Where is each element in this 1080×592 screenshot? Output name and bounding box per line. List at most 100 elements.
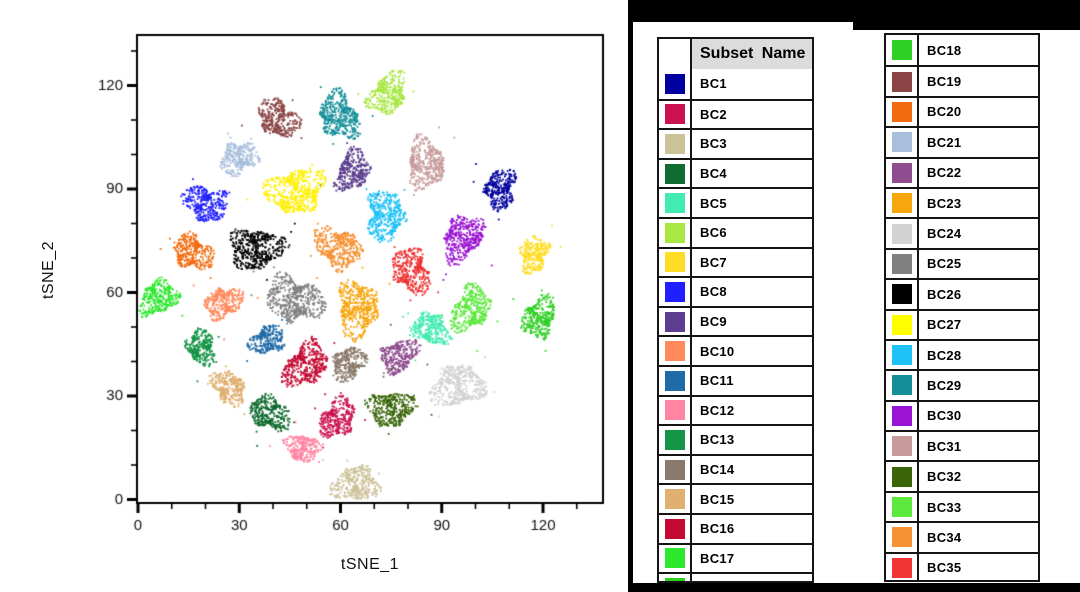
- legend-row-BC12[interactable]: BC12: [659, 394, 812, 425]
- color-swatch-BC15: [664, 489, 685, 510]
- tsne-scatter-canvas[interactable]: [0, 0, 628, 592]
- swatch-cell: [886, 158, 917, 187]
- swatch-cell: [659, 218, 690, 247]
- swatch-cell: [886, 553, 917, 580]
- name-cell: BC4: [690, 159, 812, 188]
- legend-row-BC30[interactable]: BC30: [886, 399, 1038, 431]
- swatch-cell: [886, 401, 917, 431]
- color-swatch-BC16: [664, 518, 685, 539]
- legend-row-BC11[interactable]: BC11: [659, 364, 812, 395]
- subset-name-label: BC22: [927, 165, 962, 181]
- name-cell: BC25: [917, 249, 1038, 279]
- subset-name-label: BC34: [927, 529, 962, 545]
- color-swatch-BC4: [664, 163, 685, 184]
- legend-row-BC22[interactable]: BC22: [886, 156, 1038, 187]
- swatch-cell: [659, 544, 690, 573]
- legend-row-BC9[interactable]: BC9: [659, 305, 812, 336]
- color-swatch-BC24: [891, 223, 912, 244]
- legend-header-row: Subset Name: [659, 39, 812, 69]
- subset-name-label: BC26: [927, 286, 962, 302]
- legend-row-BC23[interactable]: BC23: [886, 186, 1038, 218]
- subset-name-label: BC31: [927, 438, 962, 454]
- color-swatch-BC21: [891, 132, 912, 153]
- swatch-cell: [886, 280, 917, 309]
- subset-name-label: BC29: [927, 377, 962, 393]
- legend-row-BC33[interactable]: BC33: [886, 490, 1038, 522]
- swatch-cell: [659, 100, 690, 129]
- swatch-cell: [659, 307, 690, 336]
- legend-row-BC18[interactable]: BC18: [886, 35, 1038, 66]
- swatch-cell: [886, 97, 917, 127]
- name-cell: BC32: [917, 462, 1038, 491]
- name-cell: BC31: [917, 432, 1038, 461]
- legend-row-BC26[interactable]: BC26: [886, 278, 1038, 309]
- color-swatch-BC35: [891, 557, 912, 578]
- legend-row-BC31[interactable]: BC31: [886, 430, 1038, 461]
- legend-row-BC32[interactable]: BC32: [886, 460, 1038, 491]
- subset-name-label: BC19: [927, 74, 962, 90]
- legend-row-BC17[interactable]: BC17: [659, 542, 812, 573]
- name-cell: BC9: [690, 307, 812, 336]
- legend-row-BC8[interactable]: BC8: [659, 276, 812, 306]
- subset-name-label: BC25: [927, 256, 962, 272]
- legend-row-BC15[interactable]: BC15: [659, 483, 812, 513]
- subset-name-label: BC6: [700, 225, 727, 241]
- swatch-cell: [886, 310, 917, 339]
- name-cell: BC2: [690, 100, 812, 129]
- name-cell: BC15: [690, 485, 812, 513]
- legend-row-BC10[interactable]: BC10: [659, 335, 812, 365]
- legend-row-BC16[interactable]: BC16: [659, 512, 812, 543]
- color-swatch-BC31: [891, 436, 912, 457]
- color-swatch-BC2: [664, 104, 685, 125]
- name-cell: BC10: [690, 337, 812, 365]
- subset-name-label: BC5: [700, 195, 727, 211]
- swatch-cell: [886, 492, 917, 522]
- swatch-cell: [659, 574, 690, 581]
- legend-row-BC2[interactable]: BC2: [659, 98, 812, 129]
- color-swatch-BC18: [891, 40, 912, 61]
- legend-row-BC18[interactable]: BC18: [659, 572, 812, 581]
- subset-name-label: BC7: [700, 254, 727, 270]
- legend-row-BC35[interactable]: BC35: [886, 551, 1038, 580]
- legend-row-BC5[interactable]: BC5: [659, 187, 812, 217]
- legend-top-notch: [853, 0, 1080, 30]
- legend-row-BC25[interactable]: BC25: [886, 247, 1038, 279]
- swatch-cell: [886, 432, 917, 461]
- name-cell: BC22: [917, 158, 1038, 187]
- legend-row-BC27[interactable]: BC27: [886, 308, 1038, 339]
- name-cell: BC21: [917, 128, 1038, 157]
- legend-row-BC24[interactable]: BC24: [886, 217, 1038, 248]
- name-cell: BC3: [690, 130, 812, 158]
- subset-name-label: BC24: [927, 226, 962, 242]
- legend-row-BC3[interactable]: BC3: [659, 128, 812, 158]
- subset-name-label: BC30: [927, 408, 962, 424]
- name-cell: BC8: [690, 278, 812, 306]
- subset-name-label: BC20: [927, 104, 962, 120]
- legend-row-BC1[interactable]: BC1: [659, 69, 812, 99]
- legend-row-BC21[interactable]: BC21: [886, 126, 1038, 157]
- legend-row-BC20[interactable]: BC20: [886, 95, 1038, 127]
- legend-row-BC7[interactable]: BC7: [659, 246, 812, 277]
- legend-table-left: Subset Name BC1 BC2 BC3 BC4 BC5 BC6 BC7 BC8 BC9 B…: [657, 37, 814, 583]
- legend-row-BC34[interactable]: BC34: [886, 521, 1038, 552]
- legend-row-BC29[interactable]: BC29: [886, 369, 1038, 400]
- subset-name-label: BC27: [927, 317, 962, 333]
- name-cell: BC29: [917, 371, 1038, 400]
- color-swatch-BC12: [664, 400, 685, 421]
- legend-row-BC19[interactable]: BC19: [886, 65, 1038, 96]
- legend-row-BC6[interactable]: BC6: [659, 216, 812, 247]
- legend-row-BC4[interactable]: BC4: [659, 157, 812, 188]
- color-swatch-BC8: [664, 281, 685, 302]
- color-swatch-BC22: [891, 162, 912, 183]
- color-swatch-BC5: [664, 193, 685, 214]
- legend-table-right: BC18 BC19 BC20 BC21 BC22 BC23 BC24 BC25 BC26 BC27…: [884, 33, 1040, 582]
- swatch-cell: [659, 514, 690, 543]
- name-cell: BC17: [690, 544, 812, 573]
- name-cell: BC35: [917, 553, 1038, 580]
- subset-name-label: BC21: [927, 134, 962, 150]
- legend-row-BC13[interactable]: BC13: [659, 424, 812, 454]
- legend-row-BC28[interactable]: BC28: [886, 338, 1038, 370]
- tsne-plot-panel: tSNE_2 tSNE_1: [0, 0, 628, 592]
- name-cell: BC24: [917, 219, 1038, 248]
- legend-row-BC14[interactable]: BC14: [659, 453, 812, 484]
